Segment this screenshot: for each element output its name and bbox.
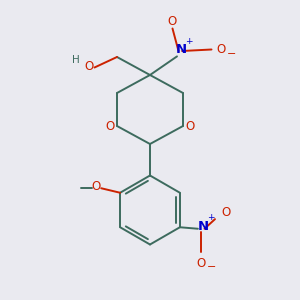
Text: −: −	[207, 262, 217, 272]
Text: O: O	[92, 180, 101, 193]
Text: O: O	[85, 59, 94, 73]
Text: O: O	[197, 257, 206, 270]
Text: H: H	[72, 55, 80, 65]
Text: O: O	[221, 206, 231, 219]
Text: +: +	[207, 213, 215, 222]
Text: −: −	[227, 49, 236, 59]
Text: +: +	[185, 37, 193, 46]
Text: N: N	[197, 220, 208, 233]
Text: N: N	[175, 43, 187, 56]
Text: O: O	[168, 15, 177, 28]
Text: O: O	[106, 119, 115, 133]
Text: O: O	[217, 43, 226, 56]
Text: O: O	[185, 119, 194, 133]
